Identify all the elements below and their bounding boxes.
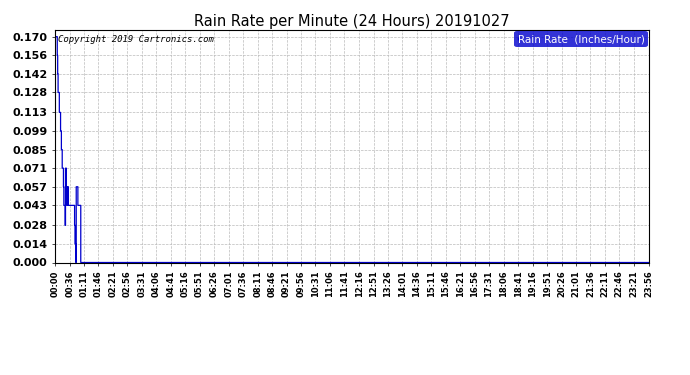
Legend: Rain Rate  (Inches/Hour): Rain Rate (Inches/Hour)	[515, 31, 647, 47]
Text: Copyright 2019 Cartronics.com: Copyright 2019 Cartronics.com	[58, 34, 214, 44]
Title: Rain Rate per Minute (24 Hours) 20191027: Rain Rate per Minute (24 Hours) 20191027	[194, 14, 510, 29]
